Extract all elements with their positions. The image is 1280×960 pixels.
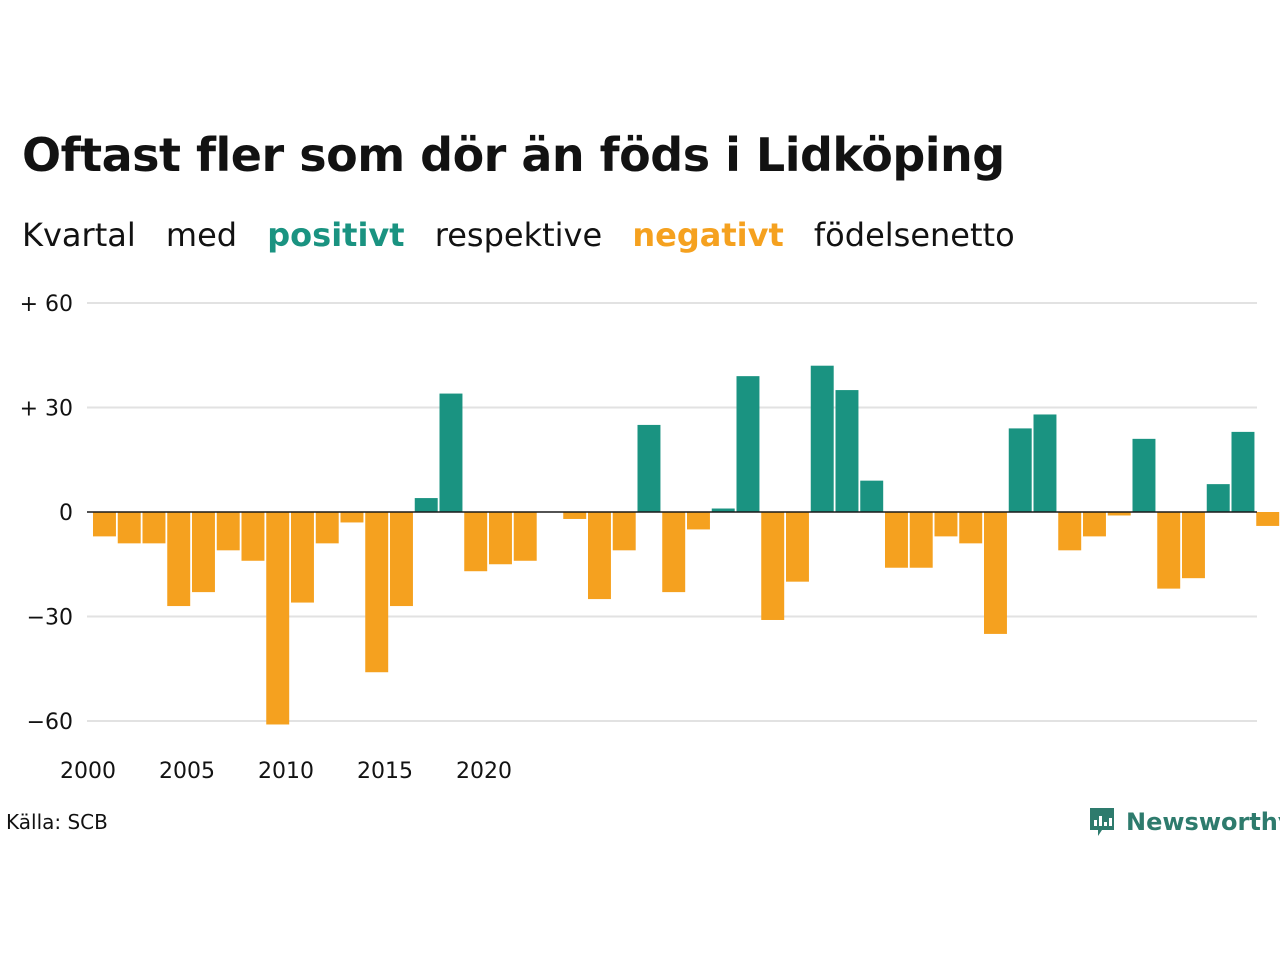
- bar-positive: [1231, 431, 1255, 512]
- bar-negative: [1107, 512, 1131, 516]
- bar-positive: [1008, 428, 1032, 512]
- bar-negative: [291, 512, 314, 603]
- bar-negative: [192, 512, 215, 593]
- bar-negative: [340, 512, 364, 523]
- bar-negative: [266, 512, 290, 725]
- bar-positive: [736, 376, 760, 512]
- bar-negative: [909, 512, 933, 568]
- newsworthy-logo-icon: [1088, 806, 1116, 838]
- bar-positive: [414, 498, 438, 512]
- bar-negative: [513, 512, 537, 561]
- bar-negative: [365, 512, 389, 673]
- bar-positive: [1033, 414, 1057, 512]
- subtitle-positive-label: positivt: [267, 216, 405, 254]
- bar-negative: [315, 512, 339, 544]
- bar-negative: [1083, 512, 1106, 537]
- bar-negative: [489, 512, 512, 565]
- x-tick-label: 2010: [258, 759, 314, 784]
- bar-negative: [216, 512, 240, 551]
- subtitle-word: Kvartal: [22, 216, 136, 254]
- bar-positive: [810, 365, 834, 512]
- bar-negative: [662, 512, 686, 593]
- bar-negative: [885, 512, 908, 568]
- bar-positive: [439, 393, 463, 512]
- bar-negative: [1058, 512, 1082, 551]
- x-tick-label: 2020: [456, 759, 512, 784]
- bar-chart: + 60 + 30 0 −30 −60 2000 2005 2010 2015 2020: [20, 292, 1280, 784]
- bar-negative: [934, 512, 958, 537]
- bar-negative: [984, 512, 1007, 634]
- y-tick-label: + 60: [20, 292, 73, 317]
- bar-negative: [563, 512, 587, 519]
- bar-negative: [241, 512, 265, 561]
- bar-negative: [390, 512, 413, 607]
- brand-name: Newsworthy: [1126, 808, 1280, 836]
- bar-negative: [687, 512, 710, 530]
- subtitle-word: födelsenetto: [813, 216, 1015, 254]
- bar-negative: [588, 512, 611, 600]
- bar-positive: [711, 508, 735, 512]
- brand-logo: Newsworthy: [1088, 804, 1280, 840]
- bar-negative: [612, 512, 636, 551]
- y-tick-label: 0: [59, 501, 73, 526]
- bar-negative: [1157, 512, 1181, 589]
- bar-negative: [959, 512, 983, 544]
- bar-positive: [1206, 484, 1230, 512]
- bar-positive: [835, 390, 859, 512]
- bar-negative: [117, 512, 141, 544]
- bar-layer: [93, 365, 1280, 725]
- y-tick-label: + 30: [20, 397, 73, 422]
- bar-negative: [761, 512, 785, 620]
- axis-label-layer: + 60 + 30 0 −30 −60 2000 2005 2010 2015 2020: [20, 292, 512, 784]
- bar-negative: [1256, 512, 1280, 526]
- source-note: Källa: SCB: [6, 810, 108, 834]
- x-tick-label: 2005: [159, 759, 215, 784]
- x-tick-label: 2000: [60, 759, 116, 784]
- bar-positive: [637, 424, 661, 512]
- chart-title: Oftast fler som dör än föds i Lidköping: [22, 128, 1005, 182]
- bar-negative: [167, 512, 191, 607]
- subtitle-word: respektive: [434, 216, 603, 254]
- bar-negative: [786, 512, 809, 582]
- bar-negative: [93, 512, 116, 537]
- chart-subtitle: Kvartal med positivt respektive negativt…: [22, 216, 1035, 254]
- bar-negative: [142, 512, 166, 544]
- bar-positive: [860, 480, 884, 512]
- bar-negative: [464, 512, 488, 572]
- bar-positive: [1132, 438, 1156, 512]
- bar-negative: [1182, 512, 1205, 579]
- y-tick-label: −60: [27, 710, 73, 735]
- x-tick-label: 2015: [357, 759, 413, 784]
- y-tick-label: −30: [27, 606, 73, 631]
- subtitle-negative-label: negativt: [632, 216, 784, 254]
- subtitle-word: med: [165, 216, 238, 254]
